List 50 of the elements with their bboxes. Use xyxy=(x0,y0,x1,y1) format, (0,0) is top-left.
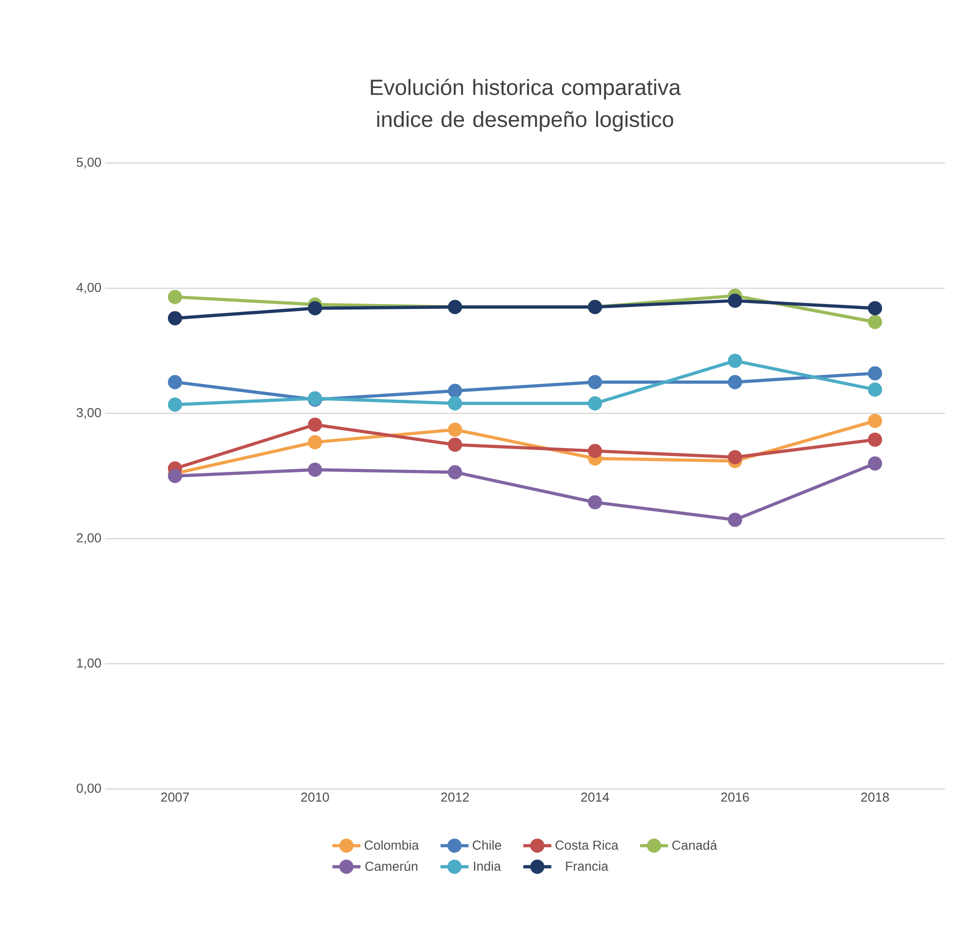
y-tick-label: 4,00 xyxy=(76,282,101,294)
x-tick-label: 2016 xyxy=(721,792,749,802)
point xyxy=(448,384,462,398)
point xyxy=(588,444,602,458)
point xyxy=(868,366,882,380)
point xyxy=(308,418,322,432)
point xyxy=(588,495,602,510)
x-tick-label: 2007 xyxy=(161,792,189,802)
x-tick-label: 2012 xyxy=(441,792,469,802)
chart-title: Evolución historica comparativa indice de desempeño logistico xyxy=(370,78,681,132)
point xyxy=(448,465,462,480)
point xyxy=(868,301,882,316)
point xyxy=(588,396,602,410)
x-tick-label: 2014 xyxy=(581,792,610,802)
x-tick-label: 2018 xyxy=(861,792,889,802)
point xyxy=(728,354,742,368)
x-tick-label: 2010 xyxy=(301,792,329,802)
y-tick-label: 0,00 xyxy=(76,784,101,794)
point xyxy=(168,311,182,326)
y-tick-label: 2,00 xyxy=(76,533,101,544)
legend-label: Colombia xyxy=(364,840,419,850)
point xyxy=(728,512,742,527)
point xyxy=(168,468,182,484)
point xyxy=(868,432,882,447)
point xyxy=(308,435,322,450)
y-tick-label: 3,00 xyxy=(76,408,101,419)
legend-label: Chile xyxy=(472,840,502,850)
point xyxy=(168,290,182,304)
point xyxy=(168,375,182,390)
legend-label: Canadá xyxy=(672,840,718,850)
point xyxy=(728,375,742,390)
point xyxy=(728,294,742,308)
point xyxy=(868,414,882,428)
legend-label: Costa Rica xyxy=(556,840,618,850)
point xyxy=(868,382,882,397)
y-tick-label: 5,00 xyxy=(76,158,101,168)
point xyxy=(448,396,462,410)
legend-label: India xyxy=(474,861,502,871)
point xyxy=(448,422,462,437)
point xyxy=(868,456,882,471)
point xyxy=(168,398,182,412)
point xyxy=(308,301,322,316)
y-tick-label: 1,00 xyxy=(77,658,101,670)
point xyxy=(308,462,322,477)
point xyxy=(448,438,462,452)
point xyxy=(588,375,602,390)
legend-label: Francia xyxy=(566,861,608,871)
point xyxy=(728,450,742,464)
point xyxy=(868,314,882,330)
legend-label: Camerún xyxy=(365,861,418,871)
